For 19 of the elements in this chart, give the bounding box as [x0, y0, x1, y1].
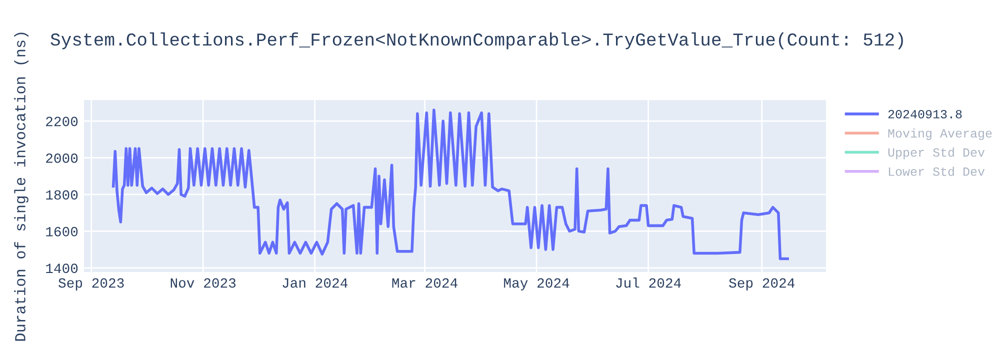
x-tick-label: Jul 2024 — [616, 278, 681, 288]
x-tick-label: Jan 2024 — [282, 278, 348, 288]
y-tick-label: 2200 — [46, 116, 78, 126]
legend-label: Lower Std Dev — [888, 166, 985, 176]
y-tick-label: 1400 — [46, 264, 78, 274]
y-tick-label: 1800 — [46, 190, 78, 200]
x-tick-label: Mar 2024 — [392, 278, 458, 288]
legend-label: Upper Std Dev — [888, 148, 985, 160]
legend-label: Moving Average — [888, 128, 992, 140]
x-tick-label: Sep 2023 — [58, 278, 124, 290]
y-axis-title: Duration of single invocation (ns) — [14, 32, 28, 341]
y-tick-label: 1600 — [46, 226, 78, 236]
legend-label: 20240913.8 — [888, 110, 962, 118]
line-series — [112, 108, 789, 260]
chart-title: System.Collections.Perf_Frozen<NotKnownComparable>.TryGetValue_True(Count: 512) — [50, 32, 903, 50]
x-tick-label: May 2024 — [504, 278, 570, 290]
x-tick-label: Nov 2023 — [170, 278, 236, 288]
x-tick-label: Sep 2024 — [729, 278, 795, 290]
y-tick-label: 2000 — [46, 153, 78, 163]
